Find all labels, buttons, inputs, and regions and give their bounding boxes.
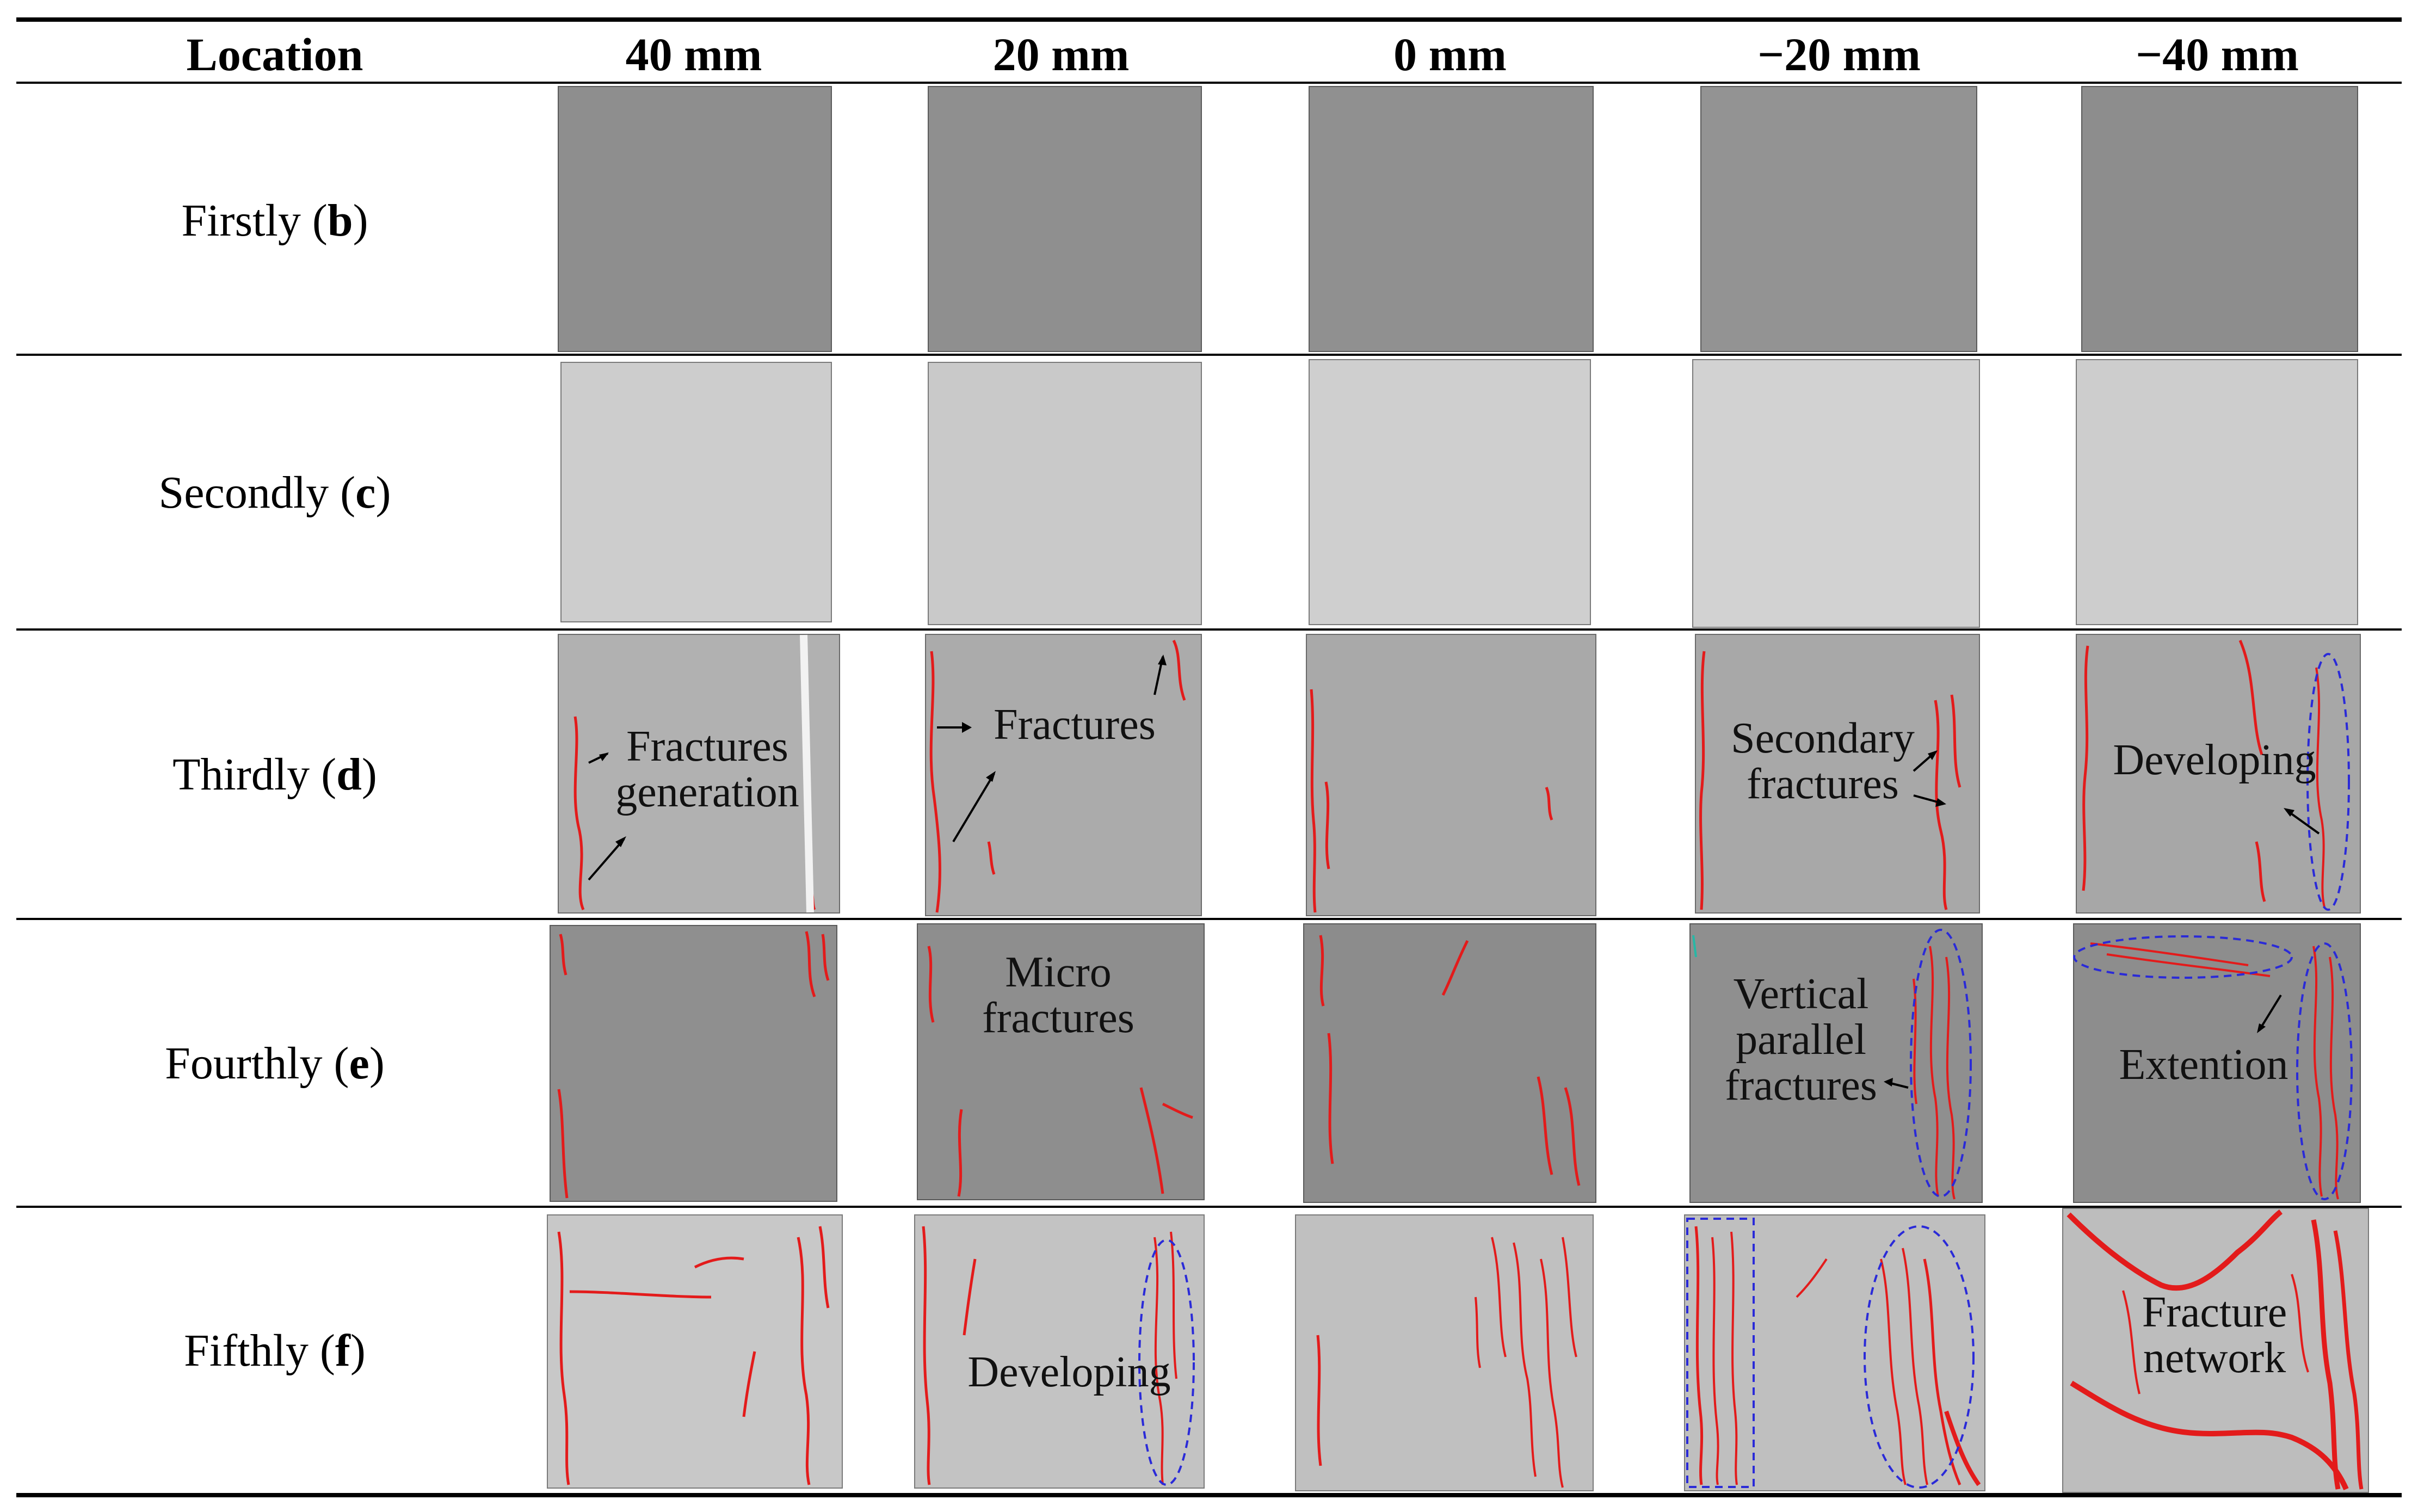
fractures-d-m20	[1699, 651, 1961, 910]
row-rule-4	[16, 1206, 2402, 1208]
specimen-d-m40	[2076, 634, 2361, 914]
specimen-c-20	[928, 362, 1202, 625]
row-label-fourthly: Fourthly (e)	[165, 1038, 385, 1089]
header-col-m20: −20 mm	[1757, 28, 1921, 81]
fractures-e-m40	[2073, 935, 2353, 1200]
header-col-40: 40 mm	[625, 28, 762, 81]
annotation-e-m40-line-1: Extention	[2119, 1041, 2289, 1089]
fractures-e-0	[1319, 935, 1581, 1186]
annotation-f-m40-line-2: network	[2143, 1334, 2286, 1382]
row-label-secondly: Secondly (c)	[158, 467, 391, 518]
fractures-d-m40	[2082, 640, 2350, 911]
annotation-d-20-line-1: Fractures	[994, 701, 1156, 749]
annotation-d-40-line-1: Fractures	[626, 723, 788, 770]
specimen-b-40	[558, 86, 832, 352]
annotation-d-m40: Developing	[2095, 737, 2334, 783]
specimen-d-40	[558, 634, 840, 914]
specimen-b-0	[1309, 86, 1594, 352]
annotation-f-m40: Fracture network	[2100, 1289, 2329, 1381]
row-label-firstly: Firstly (b)	[181, 195, 368, 246]
specimen-f-m40	[2062, 1208, 2369, 1493]
annotation-e-m20-line-3: fractures	[1725, 1062, 1877, 1109]
annotation-e-m20-line-1: Vertical	[1733, 970, 1869, 1018]
specimen-b-m20	[1700, 86, 1977, 352]
annotation-d-20: Fractures	[974, 702, 1175, 748]
header-col-20: 20 mm	[992, 28, 1130, 81]
annotation-e-20-line-1: Micro	[1005, 948, 1112, 996]
annotation-d-m20: Secondary fractures	[1708, 715, 1937, 807]
specimen-f-20	[914, 1214, 1205, 1489]
annotation-e-m40: Extention	[2100, 1042, 2307, 1088]
annotation-e-20: Micro fractures	[949, 949, 1167, 1041]
annotation-d-40: Fractures generation	[582, 724, 832, 815]
specimen-d-0	[1306, 634, 1596, 916]
fractures-d-0	[1310, 689, 1553, 913]
annotation-f-20: Developing	[949, 1349, 1189, 1395]
specimen-e-m20	[1689, 923, 1983, 1203]
annotation-d-m20-line-1: Secondary	[1731, 714, 1915, 762]
specimen-e-0	[1303, 923, 1596, 1203]
header-rule	[16, 82, 2402, 84]
specimen-f-m20	[1684, 1214, 1985, 1491]
fractures-f-20	[922, 1226, 1195, 1486]
fractures-e-m20	[1692, 929, 1972, 1200]
row-label-fifthly: Fifthly (f)	[184, 1325, 366, 1376]
specimen-d-20	[925, 634, 1202, 916]
header-col-m40: −40 mm	[2136, 28, 2299, 81]
specimen-b-m40	[2081, 86, 2358, 352]
specimen-f-0	[1295, 1214, 1594, 1491]
fractures-f-40	[557, 1226, 830, 1485]
row-rule-1	[16, 354, 2402, 356]
specimen-f-40	[547, 1214, 843, 1489]
row-rule-3	[16, 918, 2402, 920]
row-rule-2	[16, 628, 2402, 631]
annotation-e-20-line-2: fractures	[982, 994, 1134, 1042]
specimen-d-m20	[1695, 634, 1980, 914]
specimen-c-m40	[2076, 359, 2358, 625]
specimen-b-20	[928, 86, 1202, 352]
annotation-e-m20-line-2: parallel	[1736, 1016, 1866, 1064]
fractures-e-20	[927, 946, 1193, 1197]
annotation-e-m20: Vertical parallel fractures	[1698, 971, 1904, 1108]
annotation-f-20-line-1: Developing	[967, 1348, 1171, 1396]
header-location: Location	[186, 28, 363, 81]
annotation-d-m20-line-2: fractures	[1747, 760, 1899, 808]
specimen-e-40	[550, 925, 837, 1202]
fractures-f-0	[1316, 1237, 1577, 1488]
annotation-f-m40-line-1: Fracture	[2142, 1288, 2287, 1336]
fractures-d-40	[573, 634, 816, 913]
fractures-f-m40	[2067, 1209, 2364, 1491]
row-label-thirdly: Thirdly (d)	[172, 749, 377, 800]
annotation-d-40-line-2: generation	[615, 768, 799, 816]
top-rule	[16, 17, 2402, 22]
specimen-e-20	[917, 923, 1205, 1200]
specimen-e-m40	[2073, 923, 2361, 1203]
specimen-c-40	[560, 362, 832, 622]
specimen-c-m20	[1692, 359, 1980, 628]
specimen-c-0	[1309, 359, 1591, 625]
header-col-0: 0 mm	[1393, 28, 1507, 81]
annotation-d-m40-line-1: Developing	[2113, 736, 2316, 784]
fractures-d-20	[929, 639, 1186, 913]
fractures-f-m20	[1686, 1218, 1981, 1489]
fractures-e-40	[557, 931, 830, 1199]
bottom-rule	[16, 1493, 2402, 1497]
